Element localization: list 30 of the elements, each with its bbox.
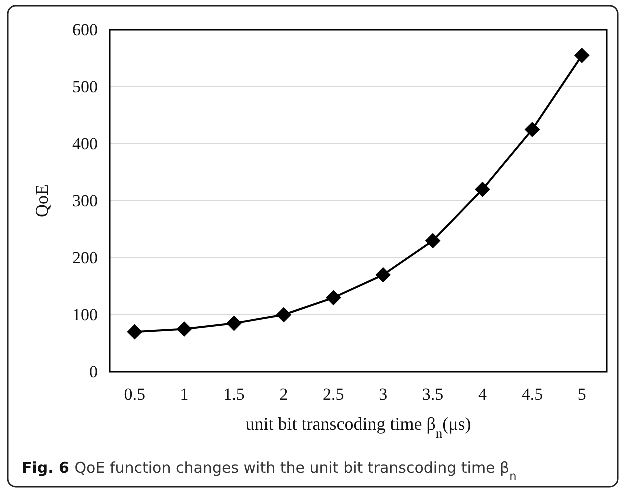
point bbox=[226, 316, 242, 332]
x-tick-label: 4 bbox=[478, 385, 488, 404]
y-tick-label: 400 bbox=[72, 134, 98, 154]
point bbox=[176, 322, 192, 337]
x-tick-label: 2.5 bbox=[323, 385, 344, 404]
x-tick-label: 3 bbox=[379, 385, 388, 404]
point bbox=[127, 324, 143, 340]
x-tick-label: 0.5 bbox=[124, 385, 146, 404]
caption: Fig. 6 QoE function changes with the unit bit transcoding time β$_{n}$ bbox=[22, 459, 517, 482]
x-tick-label: 1.5 bbox=[224, 385, 245, 404]
x-tick-label: 3.5 bbox=[422, 385, 444, 404]
y-axis-title: QoE bbox=[32, 184, 52, 218]
x-tick-label: 1 bbox=[180, 385, 189, 404]
point bbox=[276, 307, 292, 323]
x-axis-title: unit bit transcoding time β$_{n}$(μs) bbox=[246, 414, 472, 440]
x-tick-label: 2 bbox=[280, 385, 288, 404]
x-tick-label: 5 bbox=[578, 385, 586, 404]
y-tick-label: 0 bbox=[90, 362, 98, 382]
point bbox=[475, 182, 490, 198]
point bbox=[376, 267, 392, 283]
x-tick-label: 4.5 bbox=[522, 385, 544, 404]
point bbox=[425, 233, 441, 249]
point bbox=[524, 122, 540, 138]
y-tick-label: 100 bbox=[72, 305, 98, 324]
y-tick-label: 200 bbox=[72, 248, 98, 268]
point bbox=[574, 48, 590, 64]
y-tick-label: 500 bbox=[72, 77, 98, 96]
y-tick-label: 300 bbox=[72, 191, 98, 210]
point bbox=[326, 290, 342, 306]
y-tick-label: 600 bbox=[72, 20, 98, 40]
